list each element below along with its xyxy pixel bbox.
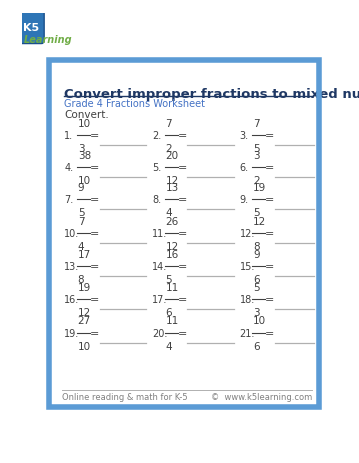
Text: 5: 5 — [253, 282, 260, 293]
Text: 6.: 6. — [240, 163, 249, 173]
Text: 10: 10 — [253, 316, 266, 326]
Text: =: = — [178, 328, 187, 338]
Text: 8: 8 — [253, 242, 260, 251]
Text: 5: 5 — [253, 208, 260, 218]
Text: 12.: 12. — [240, 229, 255, 239]
Text: 19: 19 — [78, 282, 91, 293]
Text: =: = — [265, 328, 275, 338]
Text: =: = — [265, 262, 275, 272]
Text: =: = — [90, 295, 99, 305]
Text: K5: K5 — [23, 23, 39, 33]
Text: Grade 4 Fractions Worksheet: Grade 4 Fractions Worksheet — [64, 98, 205, 108]
Text: 19.: 19. — [64, 328, 80, 338]
Text: 3: 3 — [253, 307, 260, 318]
FancyBboxPatch shape — [19, 12, 44, 44]
Text: 10: 10 — [78, 341, 91, 351]
Text: =: = — [178, 163, 187, 173]
Text: 4: 4 — [165, 208, 172, 218]
Text: 17: 17 — [78, 250, 91, 259]
Text: =: = — [90, 262, 99, 272]
Text: 2.: 2. — [152, 131, 161, 141]
Text: 9.: 9. — [240, 195, 249, 205]
Text: 2: 2 — [165, 144, 172, 154]
Text: 21.: 21. — [240, 328, 255, 338]
Text: =: = — [265, 229, 275, 239]
Text: 12: 12 — [165, 175, 178, 186]
Text: 7: 7 — [78, 217, 84, 227]
Text: ©  www.k5learning.com: © www.k5learning.com — [211, 393, 312, 401]
Text: =: = — [178, 195, 187, 205]
Text: =: = — [178, 229, 187, 239]
Text: =: = — [90, 229, 99, 239]
Text: 5.: 5. — [152, 163, 161, 173]
Text: 6: 6 — [165, 307, 172, 318]
Text: 4: 4 — [165, 341, 172, 351]
Text: 16: 16 — [165, 250, 178, 259]
Text: =: = — [178, 262, 187, 272]
Text: 9: 9 — [253, 250, 260, 259]
Text: 38: 38 — [78, 151, 91, 161]
Text: 7.: 7. — [64, 195, 74, 205]
Text: 15.: 15. — [240, 262, 255, 272]
Text: 13: 13 — [165, 183, 178, 193]
Text: =: = — [178, 131, 187, 141]
Text: 9: 9 — [78, 183, 84, 193]
Text: 20: 20 — [165, 151, 178, 161]
Text: 5: 5 — [78, 208, 84, 218]
Text: 4.: 4. — [64, 163, 74, 173]
Text: 7: 7 — [165, 119, 172, 129]
Text: =: = — [265, 163, 275, 173]
Text: Convert improper fractions to mixed numbers: Convert improper fractions to mixed numb… — [64, 88, 359, 100]
Text: 16.: 16. — [64, 295, 80, 305]
Text: 10: 10 — [78, 175, 91, 186]
Text: 26: 26 — [165, 217, 178, 227]
Text: =: = — [90, 328, 99, 338]
Text: 19: 19 — [253, 183, 266, 193]
Text: 11.: 11. — [152, 229, 167, 239]
Text: 8: 8 — [78, 275, 84, 284]
Text: 27: 27 — [78, 316, 91, 326]
Text: 6: 6 — [253, 275, 260, 284]
Text: 6: 6 — [253, 341, 260, 351]
Text: 2: 2 — [253, 175, 260, 186]
Text: 5: 5 — [165, 275, 172, 284]
Text: =: = — [178, 295, 187, 305]
Text: 4: 4 — [78, 242, 84, 251]
Text: 13.: 13. — [64, 262, 80, 272]
Text: 8.: 8. — [152, 195, 161, 205]
Text: 20.: 20. — [152, 328, 167, 338]
Text: 11: 11 — [165, 316, 178, 326]
Text: 3: 3 — [253, 151, 260, 161]
Text: 5: 5 — [253, 144, 260, 154]
Text: 18.: 18. — [240, 295, 255, 305]
Text: 7: 7 — [253, 119, 260, 129]
Text: Online reading & math for K-5: Online reading & math for K-5 — [62, 393, 187, 401]
Text: =: = — [90, 195, 99, 205]
Text: 1.: 1. — [64, 131, 74, 141]
Text: 11: 11 — [165, 282, 178, 293]
Text: 12: 12 — [253, 217, 266, 227]
Text: Convert.: Convert. — [64, 110, 109, 120]
Text: 10: 10 — [78, 119, 91, 129]
Text: =: = — [265, 195, 275, 205]
Text: =: = — [265, 131, 275, 141]
Text: 14.: 14. — [152, 262, 167, 272]
Text: 3: 3 — [78, 144, 84, 154]
Text: 17.: 17. — [152, 295, 167, 305]
Text: =: = — [265, 295, 275, 305]
Text: 10.: 10. — [64, 229, 80, 239]
Text: 3.: 3. — [240, 131, 249, 141]
Text: =: = — [90, 131, 99, 141]
Text: 12: 12 — [165, 242, 178, 251]
Text: Learning: Learning — [24, 35, 73, 45]
Text: 12: 12 — [78, 307, 91, 318]
Text: =: = — [90, 163, 99, 173]
